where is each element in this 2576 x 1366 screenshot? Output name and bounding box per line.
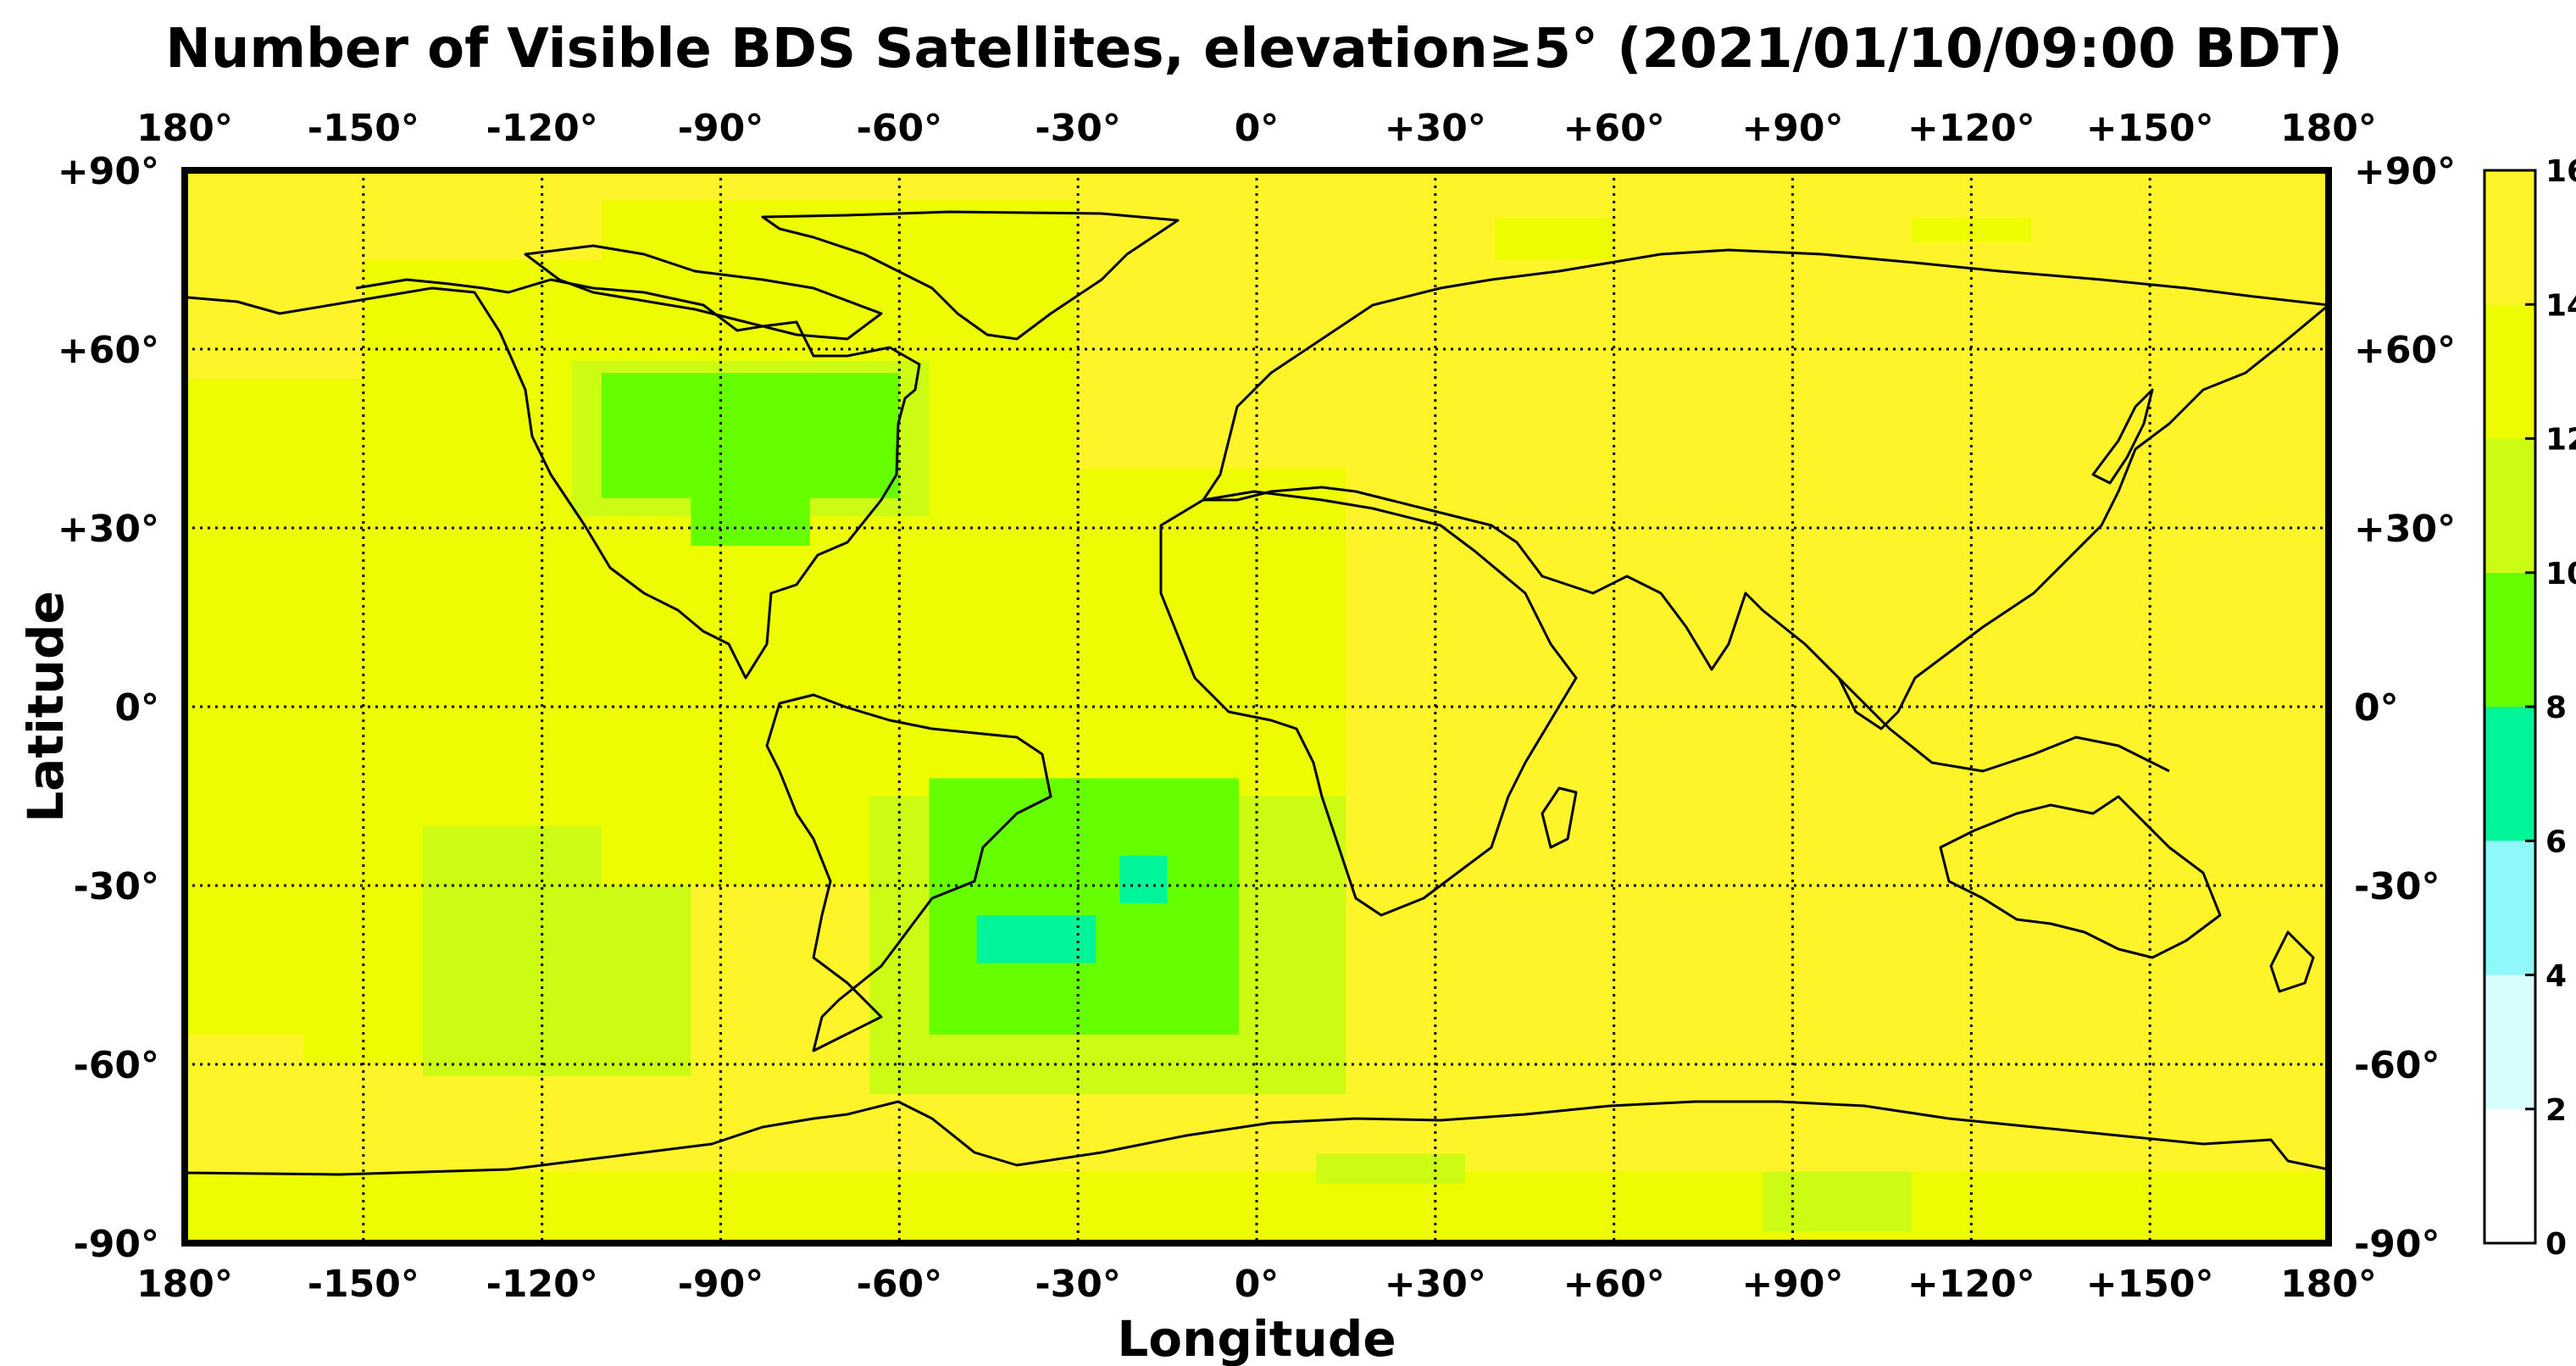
map-area (185, 170, 2329, 1243)
coastline-africa (1159, 490, 1578, 917)
heatmap-cell-antarctic-east-low (1763, 1171, 1913, 1231)
x-tick-label-bottom: 180° (136, 1263, 233, 1306)
heatmap-cell-russia-northeast (1912, 218, 2031, 242)
x-tick-label-bottom: -30° (1035, 1263, 1121, 1306)
y-tick-label-left: -30° (74, 865, 160, 908)
x-tick-label-top: 0° (1235, 107, 1280, 150)
x-tick-label-top: +150° (2086, 107, 2214, 150)
y-tick-label-right: -30° (2354, 865, 2440, 908)
y-tick-label-right: -90° (2354, 1223, 2440, 1266)
map-frame (181, 167, 2332, 1247)
coastline-north-america (186, 278, 921, 680)
x-tick-label-top: -30° (1035, 107, 1121, 150)
x-tick-label-top: +30° (1385, 107, 1486, 150)
x-tick-label-top: +120° (1907, 107, 2035, 150)
x-tick-label-top: -150° (308, 107, 419, 150)
colorbar-bin (2484, 707, 2535, 841)
colorbar-bin (2484, 304, 2535, 439)
x-tick-label-top: -120° (486, 107, 598, 150)
gridlines (185, 170, 2329, 1243)
x-tick-label-bottom: +120° (1907, 1263, 2035, 1306)
heatmap-cell-south-atlantic-min-2 (1119, 855, 1168, 904)
colorbar-bin (2484, 438, 2535, 573)
y-tick-label-left: -90° (74, 1223, 160, 1266)
heatmap-cell-northern-africa-east (1495, 218, 1614, 260)
y-tick-label-left: +90° (58, 150, 159, 193)
coastline-madagascar (1541, 786, 1578, 849)
coastline-new-zealand (2269, 930, 2315, 993)
colorbar-tick-label: 16 (2545, 154, 2576, 189)
x-tick-label-top: 180° (136, 107, 233, 150)
colorbar-tick-label: 12 (2545, 423, 2576, 458)
x-tick-label-bottom: +90° (1741, 1263, 1843, 1306)
colorbar-bin (2484, 170, 2535, 305)
x-tick-label-bottom: 0° (1235, 1263, 1280, 1306)
y-tick-label-left: +30° (58, 508, 159, 551)
y-tick-label-right: +90° (2354, 150, 2456, 193)
colorbar-tick-label: 10 (2545, 557, 2576, 591)
coastline-south-america (765, 693, 1052, 1052)
y-tick-label-left: 0° (114, 686, 159, 730)
heatmap-cell-south-atlantic-min (976, 915, 1096, 963)
coastlines (185, 210, 2329, 1176)
y-axis-label: Latitude (17, 591, 75, 823)
heatmap-cell-south-atlantic-core (929, 778, 1239, 1035)
y-tick-label-right: 0° (2354, 686, 2399, 730)
x-tick-label-top: +90° (1741, 107, 1843, 150)
x-tick-label-top: 180° (2280, 107, 2377, 150)
x-tick-label-bottom: +150° (2086, 1263, 2214, 1306)
colorbar-tick-label: 14 (2545, 288, 2576, 323)
y-tick-label-left: -60° (74, 1044, 160, 1087)
x-tick-label-bottom: 180° (2280, 1263, 2377, 1306)
x-tick-label-bottom: +30° (1385, 1263, 1486, 1306)
coastline-arctic-islands (524, 244, 883, 341)
heatmap-cell-pacific-patch-3 (494, 986, 554, 1017)
x-tick-label-bottom: -60° (857, 1263, 943, 1306)
x-tick-label-top: +60° (1563, 107, 1665, 150)
coastline-greenland (761, 210, 1180, 341)
heatmap-cell-eastern-us-core (601, 373, 900, 498)
x-tick-label-bottom: +60° (1563, 1263, 1665, 1306)
x-tick-label-top: -90° (678, 107, 764, 150)
y-tick-label-right: -60° (2354, 1044, 2440, 1087)
coastline-southeast-asia-islands (1837, 676, 2170, 773)
colorbar-bin (2484, 975, 2535, 1109)
chart-title: Number of Visible BDS Satellites, elevat… (165, 18, 2342, 81)
coastline-eurasia (1202, 248, 2329, 730)
colorbar-bin (2484, 572, 2535, 707)
colorbar-bin (2484, 841, 2535, 975)
heatmap-cell-eastern-us-south (691, 486, 810, 547)
coastline-australia (1939, 795, 2222, 959)
coastline-japan (2091, 388, 2154, 485)
x-tick-label-bottom: -120° (486, 1263, 598, 1306)
heatmap-cell-pacific-patch-2 (482, 855, 572, 946)
x-tick-label-top: -60° (857, 107, 943, 150)
colorbar-bin (2484, 1108, 2535, 1243)
colorbar-tick-label: 4 (2545, 959, 2567, 994)
colorbar-tick-label: 2 (2545, 1093, 2567, 1128)
colorbar-tick-label: 6 (2545, 825, 2567, 859)
y-tick-label-right: +60° (2354, 329, 2456, 372)
x-axis-label: Longitude (1117, 1310, 1396, 1366)
coastline-antarctica (185, 1100, 2329, 1176)
colorbar-tick-label: 8 (2545, 691, 2567, 725)
colorbar-tick-label: 0 (2545, 1227, 2567, 1262)
colorbar: 0 2 4 6 8 10 12 14 16 (2483, 154, 2576, 1262)
y-tick-label-left: +60° (58, 329, 159, 372)
heatmap-cell-antarctic-east-low-2 (1316, 1153, 1465, 1184)
y-tick-label-right: +30° (2354, 508, 2456, 551)
x-tick-label-bottom: -90° (678, 1263, 764, 1306)
x-tick-label-bottom: -150° (308, 1263, 419, 1306)
